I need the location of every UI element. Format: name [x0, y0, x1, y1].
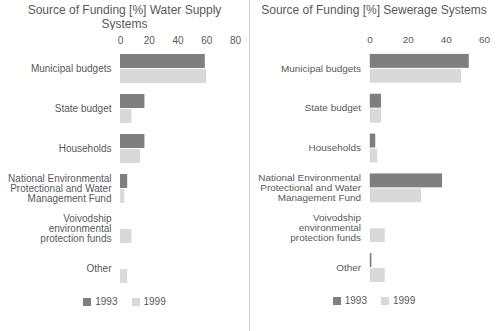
- svg-text:80: 80: [230, 35, 242, 46]
- svg-text:Voivodshipenvironmentalprotect: Voivodshipenvironmentalprotection funds: [290, 212, 361, 243]
- html-text:Source of Funding [%] Water Su: Source of Funding [%] Water Supply Syste…: [27, 3, 222, 31]
- svg-text:Voivodshipenvironmentalprotect: Voivodshipenvironmentalprotection funds: [40, 213, 112, 244]
- svg-text:0: 0: [367, 34, 373, 45]
- svg-text:20: 20: [403, 34, 415, 45]
- svg-text:Municipal budgets: Municipal budgets: [31, 63, 112, 74]
- svg-text:State budget: State budget: [55, 103, 112, 114]
- svg-text:60: 60: [201, 35, 213, 46]
- svg-text:20: 20: [144, 35, 156, 46]
- svg-text:40: 40: [172, 35, 184, 46]
- svg-text:Households: Households: [59, 143, 112, 154]
- svg-text:60: 60: [479, 34, 491, 45]
- html-text:1993: 1993: [95, 296, 118, 307]
- svg-text:National EnvironmentalProtecti: National EnvironmentalProtectional and W…: [258, 172, 361, 203]
- svg-text:National EnvironmentalProtecti: National EnvironmentalProtectional and W…: [8, 173, 112, 204]
- html-text:1999: 1999: [143, 296, 166, 307]
- html-text:Source of Funding [%] Sewerage: Source of Funding [%] Sewerage Systems: [261, 3, 487, 17]
- svg-text:Households: Households: [309, 142, 362, 153]
- html-text:1999: 1999: [393, 294, 416, 306]
- html-text:1993: 1993: [344, 294, 367, 306]
- svg-text:40: 40: [441, 34, 453, 45]
- svg-text:Other: Other: [86, 263, 112, 274]
- svg-text:Other: Other: [336, 262, 362, 273]
- svg-text:State budget: State budget: [305, 102, 362, 113]
- svg-text:Municipal budgets: Municipal budgets: [281, 63, 361, 74]
- svg-text:0: 0: [118, 35, 124, 46]
